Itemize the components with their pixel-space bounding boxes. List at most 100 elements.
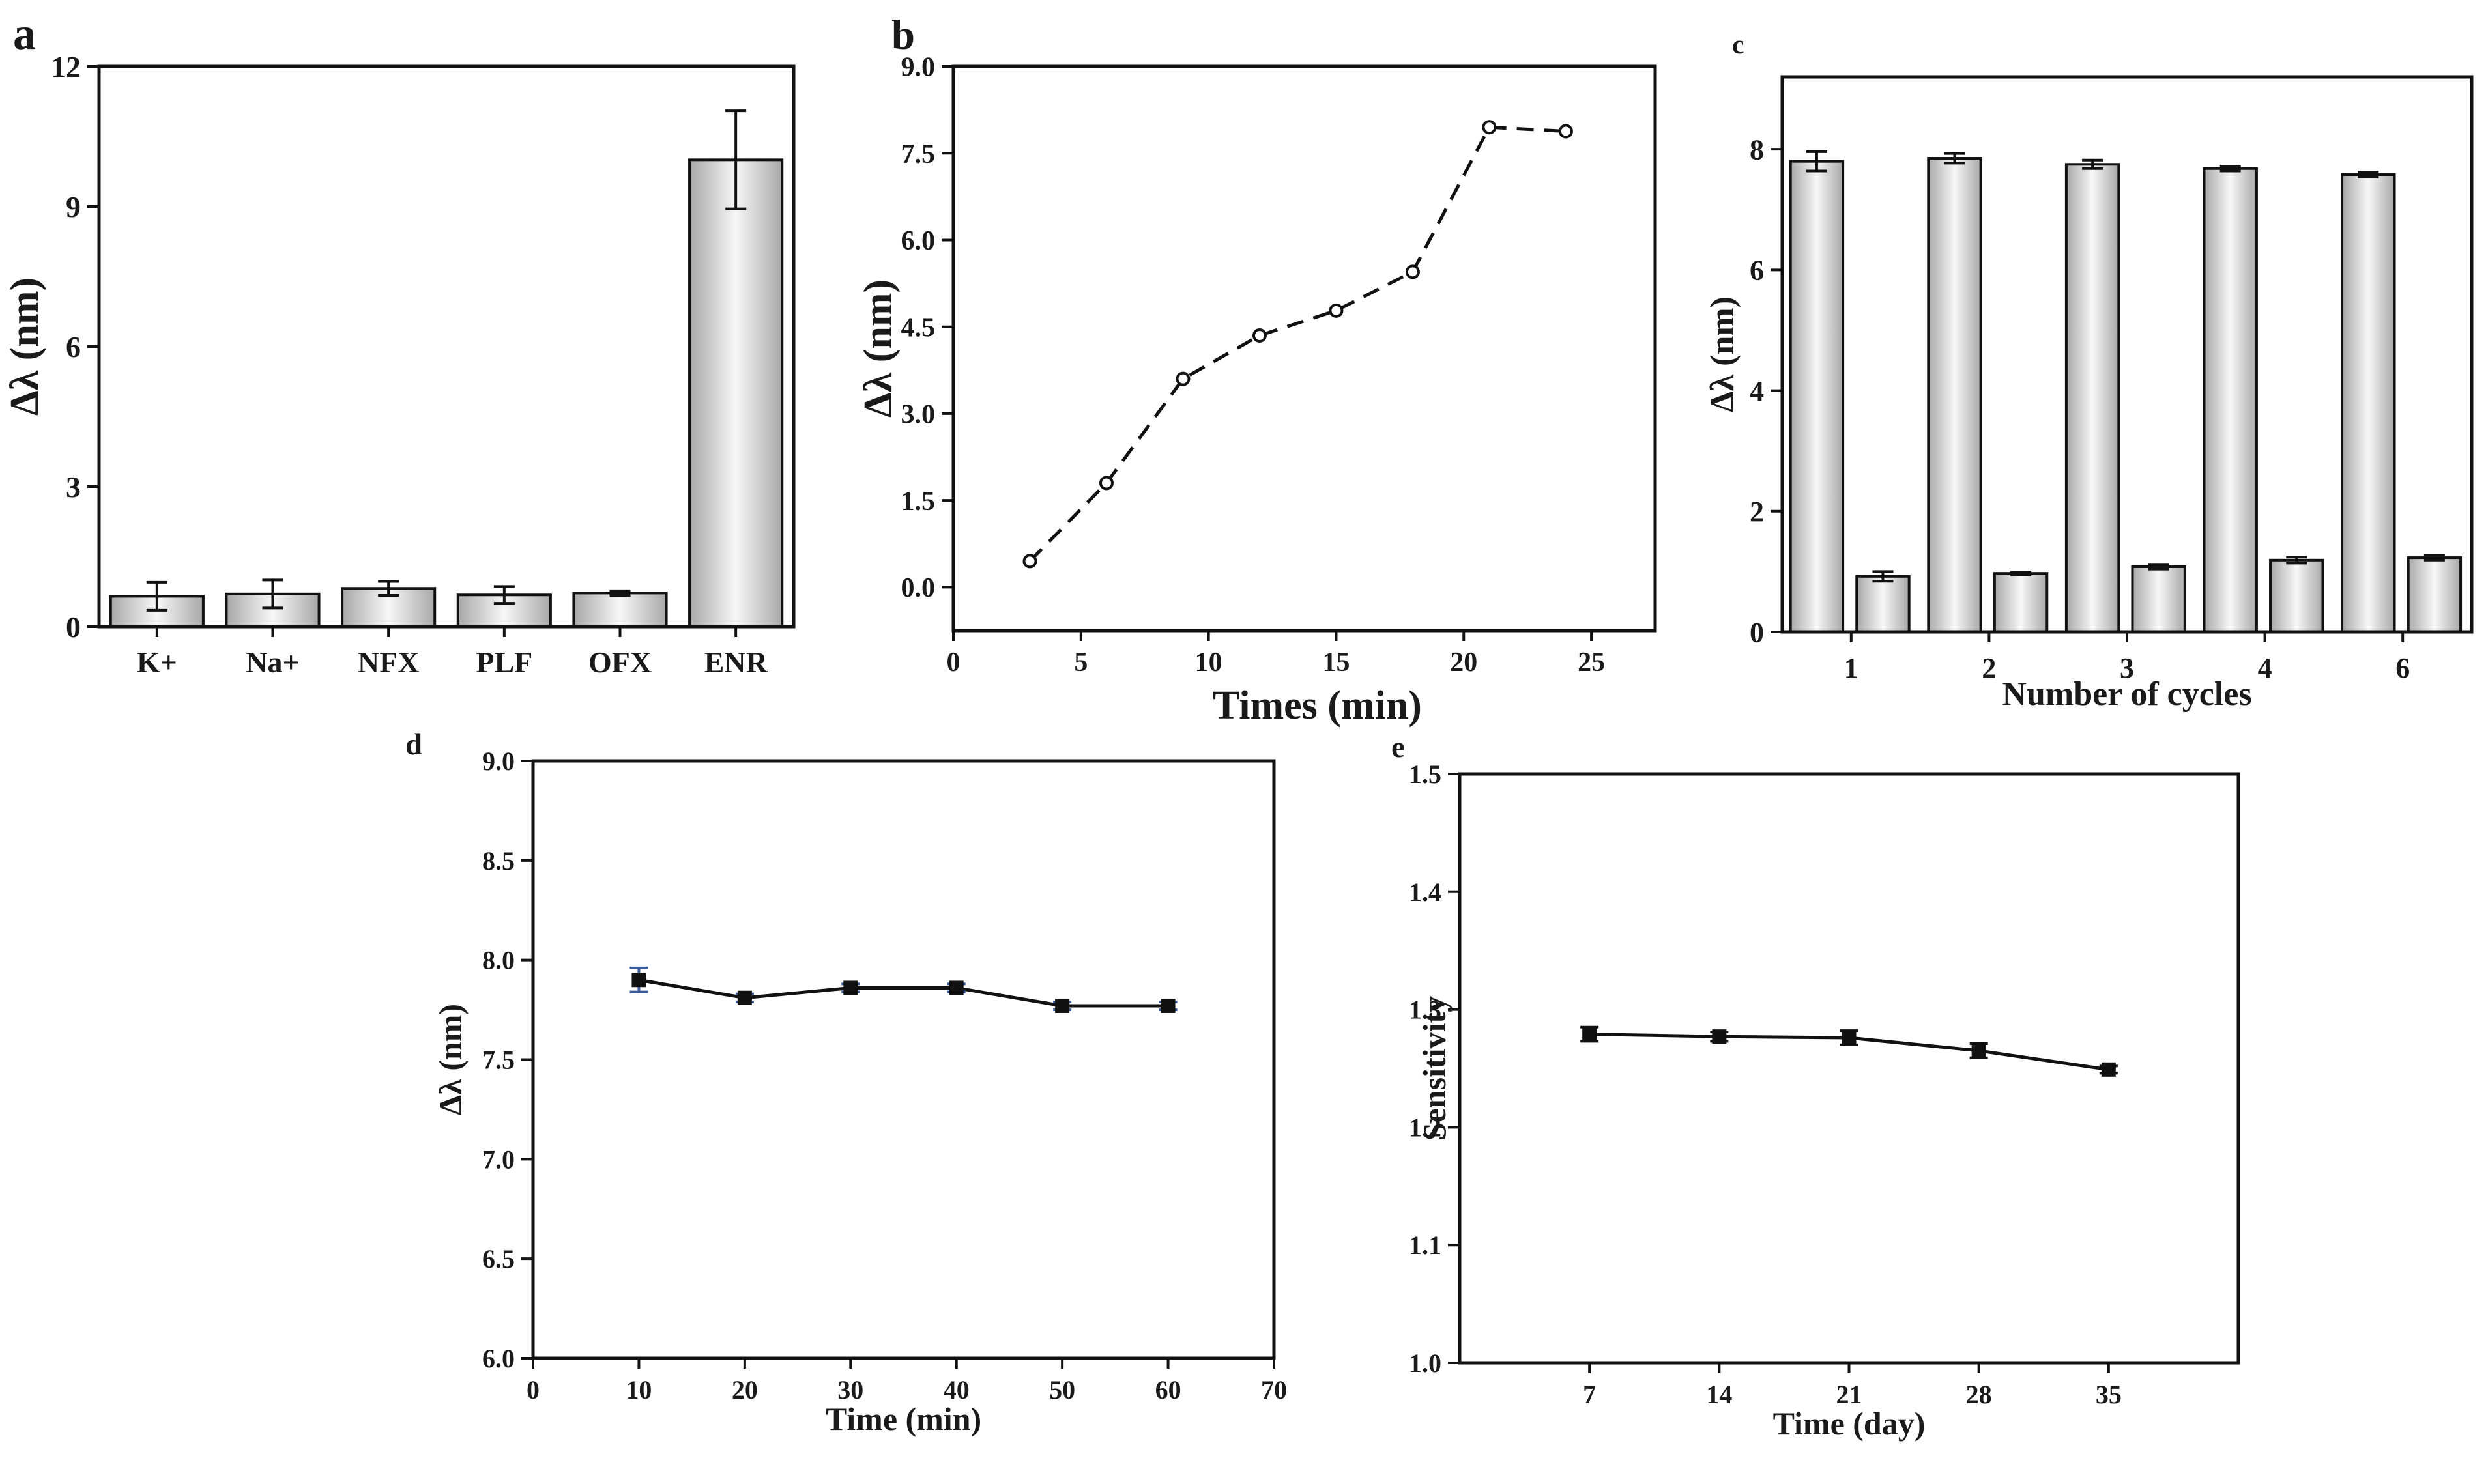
y-tick-label: 0 bbox=[1750, 616, 1764, 648]
bar bbox=[2269, 558, 2324, 633]
data-point bbox=[631, 973, 646, 988]
data-point bbox=[949, 980, 964, 995]
panel-label: b bbox=[891, 12, 915, 59]
data-point bbox=[1022, 554, 1037, 569]
x-tick-label: 4 bbox=[2258, 652, 2272, 684]
bar bbox=[2203, 167, 2258, 634]
x-tick-label: 3 bbox=[2120, 652, 2134, 684]
bar bbox=[1789, 160, 1845, 634]
data-point bbox=[1558, 124, 1573, 139]
panel-b: b 0.0 1.5 3.0 4.5 6.0 7.5 9.0 Δλ (nm) Times (min)… bbox=[856, 12, 1657, 728]
y-tick-label: 12 bbox=[51, 50, 81, 83]
x-tick-label: K+ bbox=[137, 646, 177, 679]
y-tick-label: 9.0 bbox=[901, 53, 936, 83]
x-tick-label: 21 bbox=[1836, 1380, 1862, 1409]
y-tick-label: 9 bbox=[66, 190, 81, 223]
bar bbox=[1927, 157, 1982, 634]
y-tick-label: 6.5 bbox=[482, 1244, 515, 1274]
x-axis-label: Times (min) bbox=[1213, 683, 1422, 728]
y-tick-label: 7.0 bbox=[482, 1145, 515, 1174]
x-axis-label: Time (day) bbox=[1773, 1405, 1926, 1442]
x-tick-label: 60 bbox=[1155, 1375, 1181, 1405]
x-tick-label: 50 bbox=[1049, 1375, 1075, 1405]
x-tick-label: 0 bbox=[527, 1375, 540, 1405]
data-point bbox=[843, 980, 858, 995]
y-tick-label: 7.5 bbox=[901, 139, 936, 169]
data-point bbox=[1405, 264, 1420, 279]
y-axis-label: Δλ (nm) bbox=[3, 278, 47, 416]
y-tick-label: 1.0 bbox=[1409, 1348, 1441, 1378]
y-tick-label: 4 bbox=[1750, 375, 1764, 407]
x-tick-label: OFX bbox=[588, 646, 652, 679]
x-tick-label: 35 bbox=[2096, 1380, 2122, 1409]
data-point bbox=[1329, 303, 1344, 318]
y-tick-label: 9.0 bbox=[482, 747, 515, 776]
y-tick-label: 6.0 bbox=[901, 226, 936, 256]
x-tick-label: 5 bbox=[1074, 648, 1088, 678]
x-tick-label: 70 bbox=[1261, 1375, 1287, 1405]
x-tick-label: 10 bbox=[1195, 648, 1222, 678]
y-tick-label: 6.0 bbox=[482, 1344, 515, 1373]
y-axis-label: Δλ (nm) bbox=[856, 279, 901, 418]
plot-frame bbox=[97, 64, 796, 629]
plot-frame bbox=[951, 64, 1657, 633]
plot-frame bbox=[1780, 75, 2474, 634]
x-tick-label: 0 bbox=[947, 648, 961, 678]
x-tick-label: 10 bbox=[626, 1375, 652, 1405]
y-tick-label: 3.0 bbox=[901, 400, 936, 430]
x-tick-label: 6 bbox=[2395, 652, 2410, 684]
y-tick-label: 1.3 bbox=[1409, 995, 1441, 1025]
bar bbox=[1855, 575, 1911, 633]
x-tick-label: ENR bbox=[704, 646, 768, 679]
y-tick-label: 6 bbox=[1750, 255, 1764, 287]
panel-label: e bbox=[1391, 730, 1405, 764]
plot-frame bbox=[531, 759, 1276, 1360]
y-axis-label: Δλ (nm) bbox=[1704, 296, 1741, 412]
data-point bbox=[1842, 1030, 1857, 1045]
data-point bbox=[1099, 476, 1114, 491]
y-tick-label: 4.5 bbox=[901, 313, 936, 343]
y-tick-label: 0.0 bbox=[901, 573, 936, 603]
y-axis-label: Sensitivity bbox=[1416, 996, 1453, 1141]
y-tick-label: 8 bbox=[1750, 134, 1764, 166]
x-tick-label: 40 bbox=[944, 1375, 970, 1405]
y-tick-label: 8.0 bbox=[482, 946, 515, 975]
panel-label: c bbox=[1732, 29, 1744, 59]
x-tick-label: 30 bbox=[837, 1375, 863, 1405]
data-point bbox=[2101, 1062, 2116, 1077]
y-tick-label: 1.4 bbox=[1409, 878, 1441, 907]
x-tick-label: 7 bbox=[1583, 1380, 1596, 1409]
data-point bbox=[1971, 1043, 1986, 1058]
series-line bbox=[639, 978, 1168, 1008]
plot-frame bbox=[1458, 772, 2240, 1365]
x-tick-label: 25 bbox=[1578, 648, 1605, 678]
bar bbox=[572, 592, 668, 629]
panel-e: e 1.0 1.1 1.2 1.3 1.4 1.5 Sensitivity Time (day)… bbox=[1391, 730, 2240, 1442]
y-tick-label: 0 bbox=[66, 610, 81, 644]
y-tick-label: 1.1 bbox=[1409, 1231, 1441, 1260]
bar bbox=[1993, 572, 2049, 633]
y-tick-label: 7.5 bbox=[482, 1046, 515, 1075]
data-point bbox=[1252, 328, 1267, 343]
panel-c: c 0 2 4 6 8 Δλ (nm) Number of cycles 1 2 3 4 6 bbox=[1704, 29, 2474, 713]
x-tick-label: 2 bbox=[1982, 652, 1996, 684]
x-tick-label: 28 bbox=[1966, 1380, 1992, 1409]
x-tick-label: 14 bbox=[1706, 1380, 1732, 1409]
data-point bbox=[1055, 998, 1070, 1013]
x-axis-label: Number of cycles bbox=[2002, 676, 2251, 713]
y-tick-label: 2 bbox=[1750, 496, 1764, 528]
y-axis-label: Δλ (nm) bbox=[432, 1004, 469, 1115]
bar bbox=[2131, 565, 2186, 633]
series-line bbox=[1028, 125, 1567, 563]
data-point bbox=[737, 990, 752, 1005]
bar bbox=[2341, 173, 2396, 634]
panel-d: d 6.0 6.5 7.0 7.5 8.0 8.5 9.0 Δλ (nm) Time (min) 0… bbox=[405, 728, 1287, 1437]
y-tick-label: 1.5 bbox=[1409, 760, 1441, 789]
data-point bbox=[1582, 1027, 1597, 1042]
panel-a: a 0 3 6 9 12 Δλ (nm) K+ Na+ NFX PLF OFX ENR bbox=[3, 8, 796, 679]
data-point bbox=[1176, 371, 1191, 386]
data-point bbox=[1482, 120, 1497, 135]
x-tick-label: 20 bbox=[1450, 648, 1477, 678]
y-tick-label: 3 bbox=[66, 470, 81, 504]
